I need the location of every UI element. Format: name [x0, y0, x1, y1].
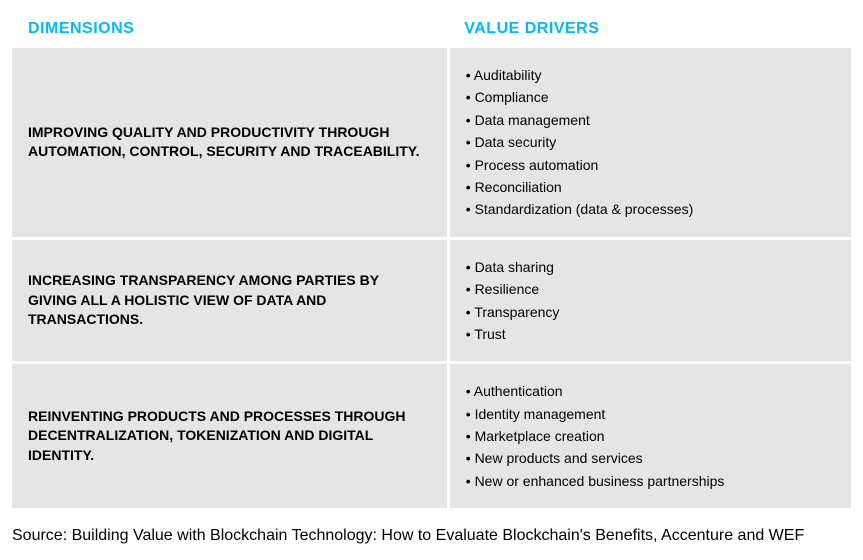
driver-item: Process automation	[466, 154, 835, 176]
col-header-dimensions: DIMENSIONS	[12, 12, 448, 47]
table-body: IMPROVING QUALITY AND PRODUCTIVITY THROU…	[12, 47, 851, 510]
source-attribution: Source: Building Value with Blockchain T…	[12, 525, 851, 547]
drivers-cell: AuthenticationIdentity managementMarketp…	[448, 363, 851, 510]
table-row: REINVENTING PRODUCTS AND PROCESSES THROU…	[12, 363, 851, 510]
dimension-cell: REINVENTING PRODUCTS AND PROCESSES THROU…	[12, 363, 448, 510]
drivers-cell: AuditabilityComplianceData managementDat…	[448, 47, 851, 238]
driver-item: Data sharing	[466, 256, 835, 278]
driver-item: Compliance	[466, 86, 835, 108]
driver-item: New or enhanced business partnerships	[466, 470, 835, 492]
driver-item: Standardization (data & processes)	[466, 198, 835, 220]
driver-item: Resilience	[466, 278, 835, 300]
driver-item: New products and services	[466, 447, 835, 469]
driver-item: Reconciliation	[466, 176, 835, 198]
driver-item: Trust	[466, 323, 835, 345]
driver-item: Transparency	[466, 301, 835, 323]
table-row: INCREASING TRANSPARENCY AMONG PARTIES BY…	[12, 238, 851, 363]
driver-item: Identity management	[466, 403, 835, 425]
driver-item: Auditability	[466, 64, 835, 86]
driver-item: Marketplace creation	[466, 425, 835, 447]
drivers-cell: Data sharingResilienceTransparencyTrust	[448, 238, 851, 363]
driver-item: Data security	[466, 131, 835, 153]
driver-item: Authentication	[466, 380, 835, 402]
dimension-cell: INCREASING TRANSPARENCY AMONG PARTIES BY…	[12, 238, 448, 363]
dimension-cell: IMPROVING QUALITY AND PRODUCTIVITY THROU…	[12, 47, 448, 238]
driver-item: Data management	[466, 109, 835, 131]
col-header-value-drivers: VALUE DRIVERS	[448, 12, 851, 47]
table-row: IMPROVING QUALITY AND PRODUCTIVITY THROU…	[12, 47, 851, 238]
dimensions-value-drivers-table: DIMENSIONS VALUE DRIVERS IMPROVING QUALI…	[12, 12, 851, 511]
table-header-row: DIMENSIONS VALUE DRIVERS	[12, 12, 851, 47]
